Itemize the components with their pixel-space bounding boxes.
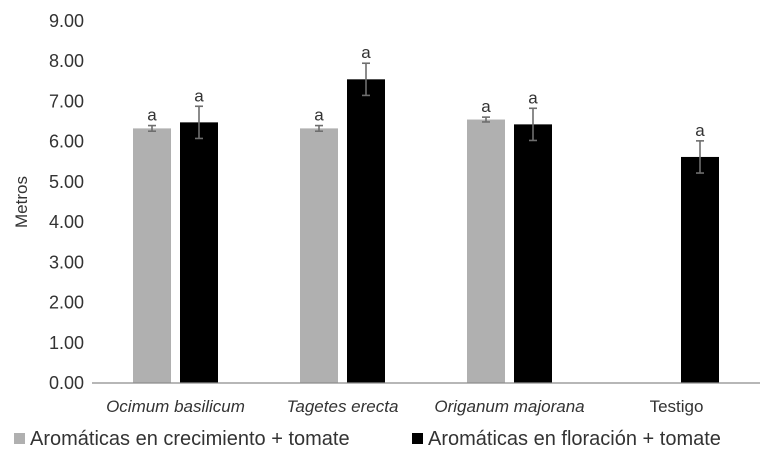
y-tick-label: 7.00 <box>49 91 84 111</box>
y-tick-label: 0.00 <box>49 373 84 393</box>
significance-label: a <box>194 86 204 105</box>
y-tick-label: 6.00 <box>49 132 84 152</box>
significance-label: a <box>528 88 538 107</box>
y-tick-label: 3.00 <box>49 252 84 272</box>
bar-s1-c0 <box>180 122 218 384</box>
bar-s1-c2 <box>514 124 552 384</box>
legend-item: Aromáticas en floración + tomate <box>412 428 721 450</box>
legend-swatch <box>412 433 423 444</box>
y-tick-label: 5.00 <box>49 172 84 192</box>
legend-item: Aromáticas en crecimiento + tomate <box>14 428 350 450</box>
x-category-label: Testigo <box>650 397 704 416</box>
bar-s0-c0 <box>133 128 171 383</box>
y-axis-ticks: 0.00 1.00 2.00 3.00 4.00 5.00 6.00 7.00 8.00 9.00 <box>49 11 84 393</box>
significance-label: a <box>361 43 371 62</box>
x-category-label: Ocimum basilicum <box>106 397 245 416</box>
y-axis-title: Metros <box>12 176 31 228</box>
error-bar-s0-c1 <box>315 124 323 133</box>
y-tick-label: 2.00 <box>49 293 84 313</box>
y-tick-label: 1.00 <box>49 333 84 353</box>
bar-s1-c3 <box>681 156 719 383</box>
legend: Aromáticas en crecimiento + tomate Aromát… <box>14 428 721 450</box>
error-bar-s1-c2 <box>529 107 537 142</box>
significance-label: a <box>695 121 705 140</box>
significance-label: a <box>147 106 157 125</box>
y-tick-label: 8.00 <box>49 51 84 71</box>
legend-label: Aromáticas en floración + tomate <box>428 428 721 450</box>
legend-swatch <box>14 433 25 444</box>
y-tick-label: 4.00 <box>49 212 84 232</box>
significance-labels: a a a a a a a <box>147 43 705 140</box>
error-bar-s1-c3 <box>696 140 704 174</box>
error-bar-s0-c2 <box>482 116 490 123</box>
error-bars <box>148 62 704 174</box>
y-tick-label: 9.00 <box>49 11 84 31</box>
x-category-label: Tagetes erecta <box>287 397 399 416</box>
bar-s0-c2 <box>467 119 505 384</box>
bar-s1-c1 <box>347 79 385 384</box>
error-bar-s1-c1 <box>362 62 370 97</box>
error-bar-s0-c0 <box>148 124 156 133</box>
significance-label: a <box>481 97 491 116</box>
x-category-label: Origanum majorana <box>434 397 584 416</box>
x-axis-labels: Ocimum basilicum Tagetes erecta Origanum m… <box>106 397 703 416</box>
error-bar-s1-c0 <box>195 105 203 140</box>
legend-label: Aromáticas en crecimiento + tomate <box>30 428 350 450</box>
bar-s0-c1 <box>300 128 338 383</box>
significance-label: a <box>314 106 324 125</box>
bars <box>133 79 719 384</box>
